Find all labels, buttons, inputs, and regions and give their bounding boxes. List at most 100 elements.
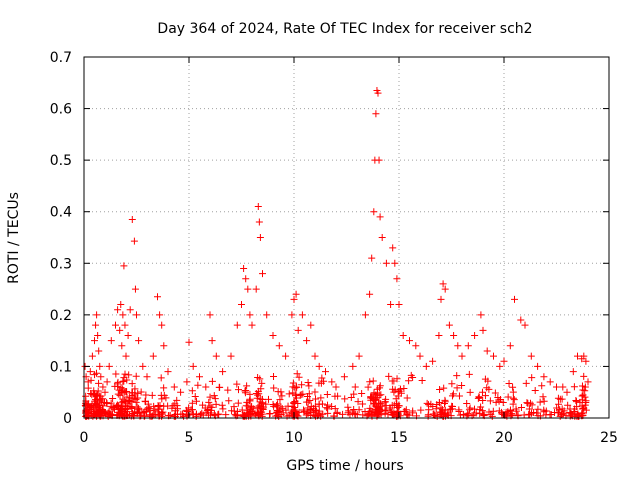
data-point-dense xyxy=(277,388,285,396)
data-point xyxy=(269,331,277,339)
data-point-dense xyxy=(113,380,121,388)
data-point xyxy=(454,342,462,350)
data-point xyxy=(92,321,100,329)
data-point-dense xyxy=(556,395,564,403)
data-point-dense xyxy=(489,407,497,415)
data-point xyxy=(500,357,508,365)
data-point xyxy=(378,234,386,241)
data-point-dense xyxy=(234,386,242,394)
data-point-dense xyxy=(188,399,196,407)
data-point xyxy=(445,321,453,329)
data-point-dense xyxy=(233,380,241,388)
data-point-dense xyxy=(92,369,100,377)
data-point-dense xyxy=(132,395,140,403)
data-point-dense xyxy=(525,405,533,413)
data-point-dense xyxy=(90,387,98,395)
data-point xyxy=(471,331,479,339)
x-tick-label: 15 xyxy=(390,430,408,446)
data-point xyxy=(574,352,581,360)
data-point xyxy=(307,321,315,329)
data-point-dense xyxy=(571,410,579,418)
data-point-dense xyxy=(495,407,503,415)
data-point xyxy=(387,301,395,309)
data-point-dense xyxy=(558,405,566,413)
data-point-dense xyxy=(351,383,359,391)
data-point xyxy=(91,337,98,345)
data-point-dense xyxy=(400,385,408,393)
data-point xyxy=(375,156,383,164)
data-point-dense xyxy=(93,391,101,399)
data-point-dense xyxy=(137,388,145,396)
data-point xyxy=(361,311,369,319)
data-point xyxy=(450,331,458,339)
data-point xyxy=(252,285,260,293)
data-point-dense xyxy=(157,374,165,382)
data-point-dense xyxy=(478,388,486,396)
y-tick-label: 0 xyxy=(63,411,72,427)
data-point xyxy=(120,262,128,270)
data-point xyxy=(439,280,447,288)
data-point-dense xyxy=(354,398,362,406)
data-point-dense xyxy=(128,380,136,388)
data-point xyxy=(496,362,504,370)
data-point-dense xyxy=(172,407,180,415)
data-point-dense xyxy=(225,397,233,405)
data-point-dense xyxy=(367,407,375,415)
axis-ticks: 0 0.1 0.2 0.3 0.4 0.5 0.6 0.7 0 5 10 15 20 25 xyxy=(50,50,618,446)
data-point-dense xyxy=(528,401,536,409)
data-point-dense xyxy=(578,382,586,390)
data-point xyxy=(395,301,403,309)
data-point-dense xyxy=(210,410,218,418)
data-point xyxy=(189,362,197,370)
data-point xyxy=(349,362,357,370)
data-point-dense xyxy=(92,401,100,409)
data-point-dense xyxy=(481,392,489,400)
data-point-dense xyxy=(564,401,572,409)
data-point-dense xyxy=(249,405,257,413)
data-point-dense xyxy=(206,393,214,401)
data-point-dense xyxy=(123,393,131,401)
data-point-dense xyxy=(317,412,325,420)
data-point xyxy=(242,275,250,283)
data-point-dense xyxy=(264,395,272,403)
data-point xyxy=(244,285,252,293)
data-point xyxy=(143,373,151,381)
data-point xyxy=(227,352,235,360)
data-point-dense xyxy=(131,408,139,416)
data-point-dense xyxy=(259,405,267,413)
data-point-dense xyxy=(538,382,546,390)
data-point xyxy=(584,378,592,386)
data-point-dense xyxy=(572,396,580,404)
data-point-dense xyxy=(382,395,390,403)
data-point-dense xyxy=(244,411,252,419)
data-point-dense xyxy=(364,383,372,391)
data-point-dense xyxy=(479,396,487,404)
data-point-dense xyxy=(453,384,461,392)
data-point-dense xyxy=(386,404,394,412)
data-point-dense xyxy=(432,405,440,413)
data-point-dense xyxy=(93,409,101,417)
x-tick-label: 5 xyxy=(185,430,194,446)
data-point xyxy=(97,373,105,381)
data-point-dense xyxy=(211,395,219,403)
data-point xyxy=(534,362,542,370)
data-point-dense xyxy=(453,372,461,380)
data-point-dense xyxy=(276,396,284,404)
data-point-dense xyxy=(409,407,417,415)
data-point-dense xyxy=(107,410,115,418)
data-point-dense xyxy=(151,406,159,414)
data-point-dense xyxy=(255,402,263,410)
data-point-dense xyxy=(154,405,162,413)
data-point-dense xyxy=(341,395,349,403)
data-point xyxy=(406,337,413,345)
data-point-dense xyxy=(366,378,374,386)
data-point-dense xyxy=(556,412,564,420)
plot-frame xyxy=(83,56,610,419)
data-point xyxy=(233,321,241,329)
data-point-dense xyxy=(230,403,238,411)
data-point-dense xyxy=(266,409,274,417)
data-point xyxy=(294,326,302,334)
data-point xyxy=(290,295,298,303)
data-point-dense xyxy=(448,392,456,400)
data-point-dense xyxy=(581,387,589,395)
